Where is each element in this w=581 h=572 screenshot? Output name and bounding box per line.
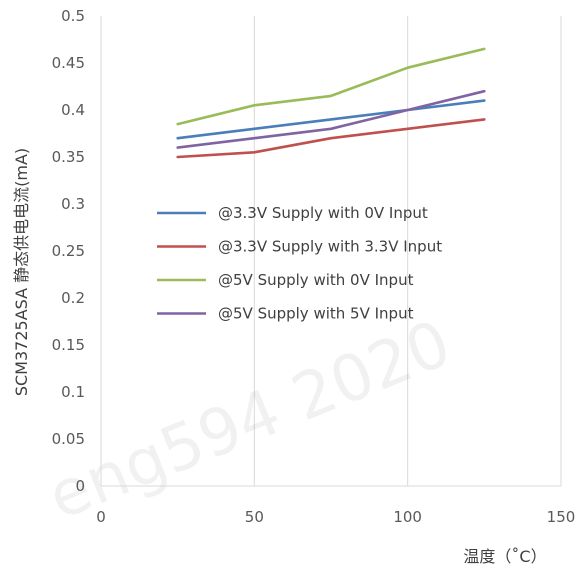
legend-entry: @5V Supply with 5V Input [218,305,414,323]
legend-entry: @5V Supply with 0V Input [218,271,414,289]
y-tick-label: 0.5 [61,7,85,25]
y-tick-label: 0.05 [52,430,85,448]
y-axis-label: SCM3725ASA 静态供电电流(mA) [12,148,31,396]
x-tick-label: 150 [547,508,576,526]
y-tick-label: 0.2 [61,289,85,307]
x-tick-label: 0 [96,508,106,526]
y-tick-label: 0.4 [61,101,85,119]
x-tick-label: 100 [393,508,422,526]
watermark-text: eng594 2020 [38,307,461,535]
y-tick-labels: 0 0.05 0.1 0.15 0.2 0.25 0.3 0.35 0.4 0.45 0.5 [52,7,85,495]
x-tick-labels: 0 50 100 150 [96,508,575,526]
y-tick-label: 0 [75,477,85,495]
series-lines [176,47,486,159]
y-tick-label: 0.25 [52,242,85,260]
y-tick-label: 0.35 [52,148,85,166]
legend-entry: @3.3V Supply with 0V Input [218,204,428,222]
legend: @3.3V Supply with 0V Input @3.3V Supply w… [157,204,442,323]
legend-entry: @3.3V Supply with 3.3V Input [218,238,442,256]
axes [100,16,561,487]
series-line-3 [176,47,486,126]
y-tick-label: 0.15 [52,336,85,354]
x-axis-label: 温度（˚C） [463,547,546,566]
y-tick-label: 0.45 [52,54,85,72]
y-tick-label: 0.1 [61,383,85,401]
series-line-4 [176,89,486,149]
series-line-2 [176,118,486,159]
x-tick-label: 50 [245,508,264,526]
grid-lines [253,16,562,486]
series-line-1 [176,99,486,140]
watermark: eng594 2020 [38,307,461,535]
y-tick-label: 0.3 [61,195,85,213]
